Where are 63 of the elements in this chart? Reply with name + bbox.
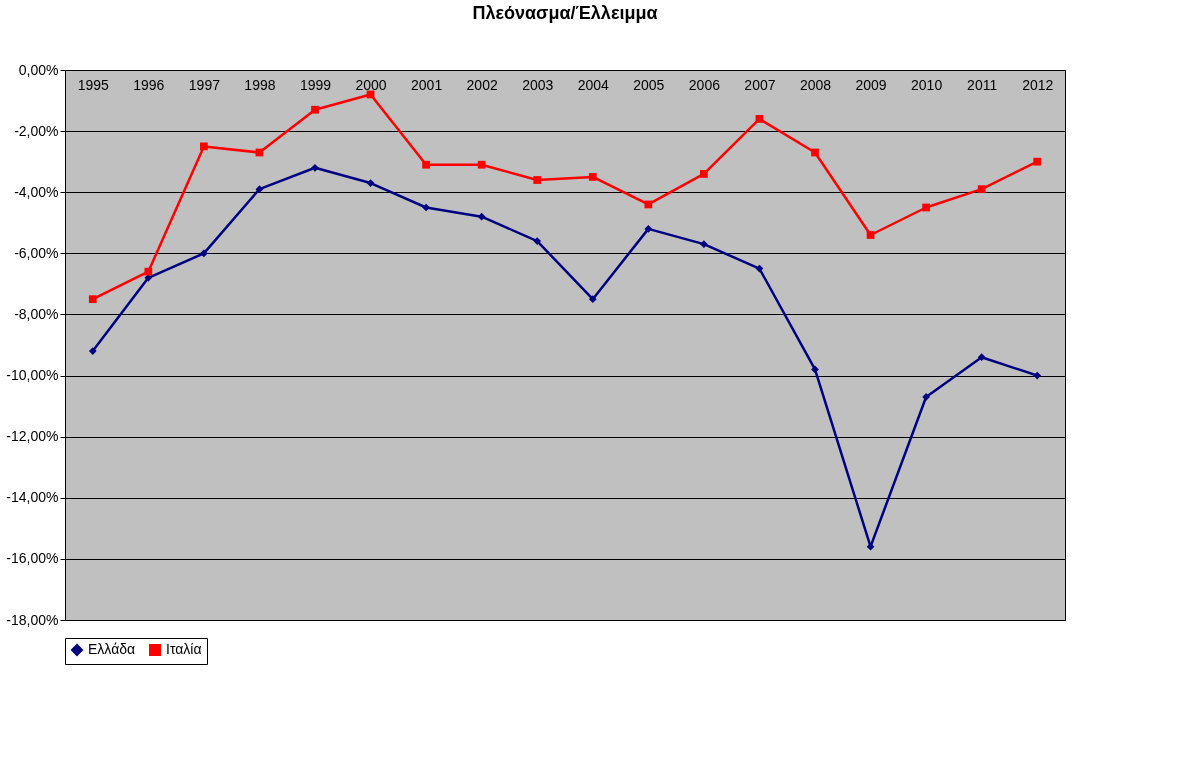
point — [755, 264, 764, 273]
y-tick-label: -8,00% — [14, 305, 59, 322]
point — [533, 237, 542, 245]
y-tick-label: -18,00% — [6, 611, 59, 628]
x-tick-label: 2002 — [466, 76, 498, 93]
point — [200, 249, 208, 258]
point — [866, 231, 875, 239]
point — [1033, 371, 1042, 380]
point — [533, 176, 542, 184]
point — [811, 365, 819, 374]
point — [922, 393, 930, 401]
x-tick-label: 2007 — [744, 76, 776, 93]
y-tick-label: -12,00% — [6, 428, 59, 445]
x-tick-label: 1995 — [77, 76, 110, 93]
point — [311, 163, 319, 172]
point — [700, 170, 708, 178]
x-tick-label: 2010 — [911, 76, 943, 93]
point — [811, 148, 819, 157]
point — [200, 142, 208, 151]
point — [922, 203, 930, 212]
x-tick-label: 2012 — [1022, 76, 1054, 93]
y-tick-label: -6,00% — [14, 244, 59, 261]
x-tick-label: 2003 — [522, 76, 554, 93]
point — [366, 179, 375, 187]
point — [644, 225, 653, 233]
point — [88, 295, 97, 304]
point — [311, 105, 319, 114]
x-tick-label: 2004 — [577, 76, 610, 93]
x-tick-label: 2009 — [855, 76, 887, 93]
x-tick-label: 1997 — [188, 76, 221, 93]
point — [755, 115, 764, 123]
point — [588, 295, 597, 304]
y-tick-label: -2,00% — [14, 122, 59, 139]
x-tick-label: 1998 — [244, 76, 276, 93]
legend-label: Ιταλία — [166, 641, 202, 657]
y-tick-label: -10,00% — [6, 367, 59, 384]
point — [255, 185, 264, 194]
point — [422, 203, 430, 212]
point — [700, 240, 708, 249]
point — [477, 212, 486, 221]
point — [588, 173, 597, 181]
chart-title: Πλεόνασμα/Έλλειμμα — [472, 3, 658, 23]
x-tick-label: 2005 — [633, 76, 665, 93]
point — [144, 267, 153, 276]
point — [644, 200, 653, 209]
legend-label: Ελλάδα — [88, 641, 136, 657]
point — [1033, 157, 1042, 166]
point — [422, 160, 430, 169]
point — [977, 185, 986, 194]
point — [977, 353, 986, 362]
y-tick-label: -16,00% — [6, 550, 59, 567]
y-tick-label: -4,00% — [14, 183, 59, 200]
x-tick-label: 2011 — [967, 76, 998, 93]
point — [477, 160, 486, 169]
x-tick-label: 1996 — [133, 76, 165, 93]
x-tick-label: 2008 — [799, 76, 832, 93]
x-tick-label: 2000 — [355, 76, 387, 93]
x-tick-label: 2006 — [688, 76, 721, 93]
point — [88, 347, 97, 355]
x-tick-label: 2001 — [411, 76, 443, 93]
x-tick-label: 1999 — [299, 76, 332, 93]
y-tick-label: 0,00% — [18, 61, 59, 78]
y-tick-label: -14,00% — [6, 489, 59, 506]
